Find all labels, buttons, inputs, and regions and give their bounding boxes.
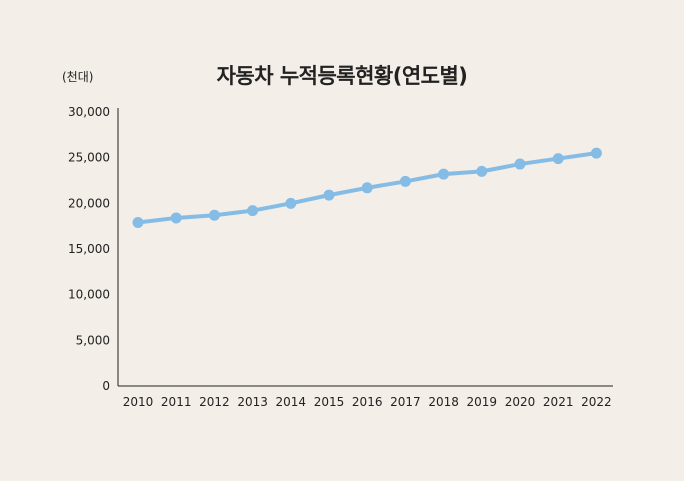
data-point	[132, 217, 144, 229]
y-tick-label: 30,000	[68, 105, 110, 119]
data-point	[476, 165, 488, 177]
data-point	[361, 182, 373, 194]
x-tick-label: 2017	[390, 395, 421, 409]
data-point	[514, 158, 526, 170]
x-tick-label: 2018	[428, 395, 459, 409]
x-tick-label: 2016	[352, 395, 383, 409]
x-tick-label: 2019	[467, 395, 498, 409]
x-tick-label: 2020	[505, 395, 536, 409]
data-point	[399, 175, 411, 187]
y-tick-label: 10,000	[68, 288, 110, 302]
x-tick-label: 2012	[199, 395, 230, 409]
data-point	[247, 205, 259, 217]
y-tick-label: 15,000	[68, 242, 110, 256]
data-point	[285, 197, 297, 209]
y-tick-label: 5,000	[76, 333, 110, 347]
data-point	[170, 212, 182, 224]
y-tick-label: 20,000	[68, 196, 110, 210]
y-tick-label: 25,000	[68, 151, 110, 165]
chart-title: 자동차 누적등록현황(연도별)	[216, 64, 468, 88]
x-tick-label: 2013	[237, 395, 268, 409]
x-tick-label: 2014	[276, 395, 307, 409]
x-tick-label: 2010	[123, 395, 154, 409]
y-tick-label: 0	[102, 379, 110, 393]
data-point	[438, 168, 450, 180]
data-point	[590, 147, 602, 159]
data-point	[323, 189, 335, 201]
data-point	[208, 209, 220, 221]
x-tick-label: 2011	[161, 395, 192, 409]
x-tick-label: 2022	[581, 395, 612, 409]
x-tick-label: 2021	[543, 395, 574, 409]
x-tick-label: 2015	[314, 395, 345, 409]
data-point	[552, 153, 564, 165]
y-unit-label: (천대)	[62, 70, 94, 84]
